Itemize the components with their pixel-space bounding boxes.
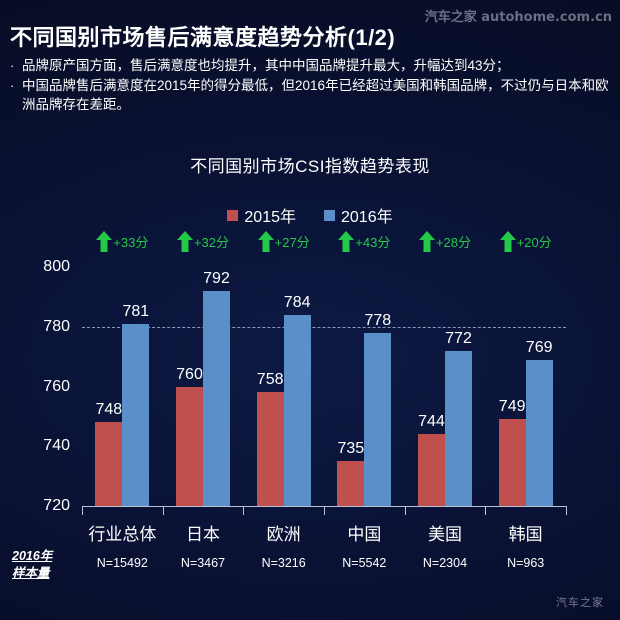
- delta-annotation-row: +33分 +32分 +27分 +43分 +28分 +20分: [82, 228, 566, 254]
- bar-2015年-美国[interactable]: [418, 434, 445, 506]
- list-item: · 品牌原产国方面，售后满意度也均提升，其中中国品牌提升最大，升幅达到43分；: [10, 56, 610, 75]
- bar-2015年-韩国[interactable]: [498, 419, 526, 506]
- up-arrow-icon: [176, 230, 193, 252]
- x-axis-tick: [243, 506, 245, 515]
- sample-size-label: N=3467: [180, 556, 226, 570]
- delta-annotation: +43分: [324, 228, 405, 254]
- y-axis-tick-label: 780: [43, 317, 70, 335]
- bar-2016年-韩国[interactable]: [525, 359, 553, 506]
- x-axis-category-label: 中国: [347, 525, 382, 544]
- x-axis-tick: [566, 506, 567, 515]
- bar-value-label: 784: [283, 293, 311, 311]
- legend-swatch-2016: [324, 209, 335, 221]
- bar-value-label: 778: [364, 311, 392, 329]
- sample-size-note: 2016年 样本量: [12, 548, 52, 582]
- bar-2016年-欧洲[interactable]: [283, 314, 311, 506]
- sample-note-line1: 2016年: [12, 549, 53, 563]
- bar-value-label: 772: [445, 329, 472, 347]
- delta-annotation: +32分: [163, 228, 244, 254]
- sample-size-label: N=963: [507, 556, 545, 570]
- bar-value-label: 760: [176, 365, 203, 383]
- bar-value-label: 744: [418, 413, 445, 431]
- x-axis-category-label: 韩国: [508, 525, 543, 544]
- bar-2016年-美国[interactable]: [445, 350, 472, 506]
- y-axis-tick-label: 800: [43, 258, 70, 275]
- bullet-text: 中国品牌售后满意度在2015年的得分最低，但2016年已经超过美国和韩国品牌，不…: [22, 78, 609, 112]
- legend-label-2015: 2015年: [244, 209, 296, 226]
- delta-label: +27分: [274, 234, 310, 250]
- watermark-top: 汽车之家 autohome.com.cn: [424, 10, 612, 25]
- bar-2015年-日本[interactable]: [176, 386, 203, 506]
- bar-value-label: 769: [525, 338, 553, 356]
- sample-size-label: N=15492: [96, 556, 148, 570]
- x-axis-line: [82, 506, 566, 507]
- delta-label: +32分: [193, 234, 230, 250]
- bar-2016年-行业总体[interactable]: [122, 323, 150, 506]
- bar-value-label: 781: [122, 302, 150, 320]
- legend-swatch-2015: [227, 209, 239, 221]
- y-axis-tick-label: 740: [43, 437, 70, 455]
- bullet-marker: ·: [10, 78, 15, 93]
- legend-label-2016: 2016年: [341, 209, 393, 226]
- x-axis-tick: [162, 506, 164, 515]
- bar-2015年-中国[interactable]: [337, 461, 365, 506]
- delta-label: +33分: [113, 234, 149, 250]
- up-arrow-icon: [499, 230, 516, 252]
- x-axis-tick: [324, 506, 325, 515]
- up-arrow-icon: [338, 230, 355, 252]
- delta-label: +28分: [435, 234, 472, 250]
- reference-line-780: [82, 326, 566, 328]
- bar-value-label: 748: [95, 401, 123, 419]
- x-axis-category-label: 美国: [427, 525, 462, 544]
- legend-item-2015: 2015年: [227, 203, 296, 227]
- bar-2015年-欧洲[interactable]: [256, 392, 284, 506]
- delta-annotation: +20分: [485, 228, 566, 254]
- y-axis-tick-label: 720: [43, 497, 70, 514]
- up-arrow-icon: [418, 230, 435, 252]
- sample-size-label: N=2304: [422, 556, 468, 570]
- watermark-bottom: 汽车之家: [556, 597, 604, 609]
- legend-item-2016: 2016年: [324, 203, 393, 227]
- chart-legend: 2015年 2016年: [0, 203, 620, 227]
- delta-label: +20分: [516, 234, 552, 250]
- bar-2016年-中国[interactable]: [364, 332, 392, 506]
- x-axis-tick: [485, 506, 487, 515]
- bullet-marker: ·: [10, 58, 15, 73]
- delta-label: +43分: [355, 234, 391, 250]
- sample-size-label: N=5542: [342, 556, 387, 570]
- x-axis-tick: [82, 506, 83, 515]
- sample-size-label: N=3216: [261, 556, 306, 570]
- bar-value-label: 735: [337, 440, 365, 458]
- x-axis-category-label: 日本: [185, 525, 220, 544]
- bar-2015年-行业总体[interactable]: [95, 422, 123, 506]
- delta-annotation: +33分: [82, 228, 163, 254]
- up-arrow-icon: [96, 230, 113, 252]
- x-axis-category-label: 行业总体: [88, 525, 157, 544]
- delta-annotation: +27分: [243, 228, 324, 254]
- bar-2016年-日本[interactable]: [203, 290, 230, 506]
- list-item: · 中国品牌售后满意度在2015年的得分最低，但2016年已经超过美国和韩国品牌…: [10, 76, 610, 114]
- up-arrow-icon: [257, 230, 274, 252]
- x-axis-category-label: 欧洲: [266, 525, 301, 544]
- bar-value-label: 758: [256, 371, 284, 389]
- page-title: 不同国别市场售后满意度趋势分析(1/2): [10, 25, 396, 50]
- x-axis-tick: [404, 506, 406, 515]
- y-axis-tick-label: 760: [43, 377, 70, 395]
- bullet-list: · 品牌原产国方面，售后满意度也均提升，其中中国品牌提升最大，升幅达到43分； …: [10, 56, 610, 115]
- sample-note-line2: 样本量: [12, 566, 50, 580]
- bullet-text: 品牌原产国方面，售后满意度也均提升，其中中国品牌提升最大，升幅达到43分；: [22, 58, 510, 73]
- bar-value-label: 749: [498, 398, 526, 416]
- delta-annotation: +28分: [405, 228, 486, 254]
- chart-title: 不同国别市场CSI指数趋势表现: [190, 157, 430, 176]
- bar-value-label: 792: [203, 269, 230, 287]
